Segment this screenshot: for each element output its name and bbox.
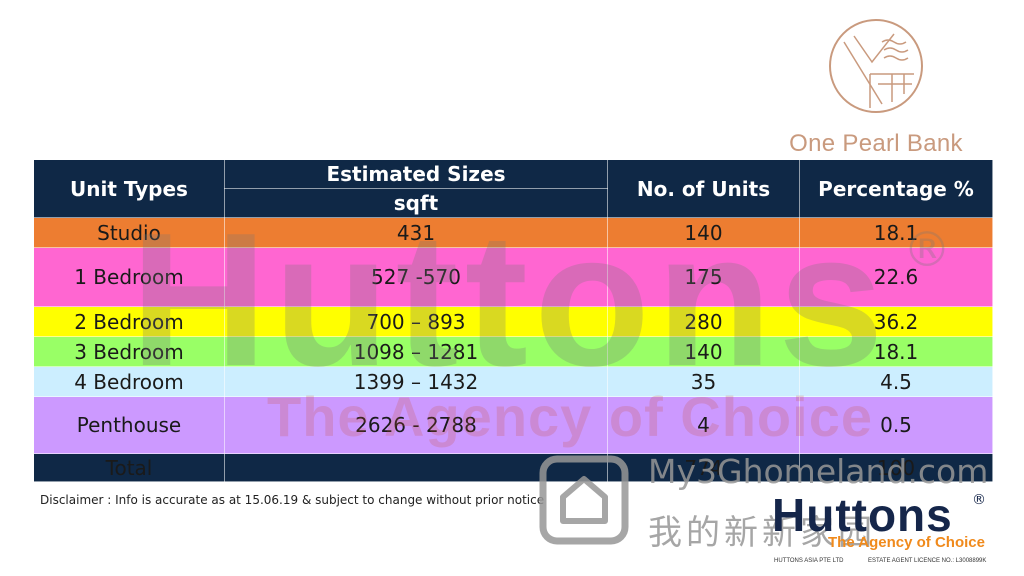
total-row: Total 774 100 bbox=[33, 453, 993, 482]
cell-percentage: 4.5 bbox=[799, 366, 993, 397]
header-no-of-units: No. of Units bbox=[607, 159, 800, 218]
unit-mix-table: Unit Types Estimated Sizes No. of Units … bbox=[33, 159, 993, 482]
cell-percentage: 22.6 bbox=[799, 247, 993, 307]
brand-company: HUTTONS ASIA PTE LTD bbox=[774, 558, 844, 564]
chinese-watermark: 我的新新家园 bbox=[648, 513, 876, 553]
header-unit-types: Unit Types bbox=[33, 159, 225, 218]
table-row: Studio 431 140 18.1 bbox=[33, 217, 993, 248]
table-row: 4 Bedroom 1399 – 1432 35 4.5 bbox=[33, 366, 993, 397]
cell-unit-type: Studio bbox=[33, 217, 225, 248]
cell-units: 4 bbox=[607, 396, 800, 454]
cell-units: 280 bbox=[607, 306, 800, 337]
cell-percentage: 18.1 bbox=[799, 217, 993, 248]
cell-size: 700 – 893 bbox=[224, 306, 608, 337]
total-percentage: 100 bbox=[799, 453, 993, 482]
logo-text: One Pearl Bank bbox=[789, 130, 963, 157]
cell-units: 35 bbox=[607, 366, 800, 397]
cell-unit-type: Penthouse bbox=[33, 396, 225, 454]
table-row: Penthouse 2626 - 2788 4 0.5 bbox=[33, 396, 993, 454]
cell-size: 527 -570 bbox=[224, 247, 608, 307]
cell-percentage: 0.5 bbox=[799, 396, 993, 454]
home-icon bbox=[539, 455, 629, 545]
site-watermark: My3Ghomeland.com bbox=[648, 452, 989, 491]
cell-units: 140 bbox=[607, 336, 800, 367]
cell-units: 140 bbox=[607, 217, 800, 248]
cell-size: 431 bbox=[224, 217, 608, 248]
total-label: Total bbox=[33, 453, 225, 482]
cell-unit-type: 4 Bedroom bbox=[33, 366, 225, 397]
header-estimated-sizes: Estimated Sizes bbox=[224, 159, 608, 189]
table-row: 1 Bedroom 527 -570 175 22.6 bbox=[33, 247, 993, 307]
cell-size: 2626 - 2788 bbox=[224, 396, 608, 454]
cell-percentage: 36.2 bbox=[799, 306, 993, 337]
cell-units: 175 bbox=[607, 247, 800, 307]
one-pearl-bank-logo: One Pearl Bank bbox=[776, 8, 976, 158]
total-units: 774 bbox=[607, 453, 800, 482]
huttons-brand-logo: Huttons ® The Agency of Choice HUTTONS A… bbox=[772, 492, 992, 572]
brand-tagline: The Agency of Choice bbox=[828, 534, 985, 551]
cell-size: 1098 – 1281 bbox=[224, 336, 608, 367]
header-percentage: Percentage % bbox=[799, 159, 993, 218]
cell-size: 1399 – 1432 bbox=[224, 366, 608, 397]
cell-unit-type: 3 Bedroom bbox=[33, 336, 225, 367]
cell-unit-type: 2 Bedroom bbox=[33, 306, 225, 337]
table-row: 3 Bedroom 1098 – 1281 140 18.1 bbox=[33, 336, 993, 367]
brand-licence: ESTATE AGENT LICENCE NO.: L3008899K bbox=[868, 558, 987, 564]
brand-name: Huttons bbox=[772, 489, 953, 541]
cell-unit-type: 1 Bedroom bbox=[33, 247, 225, 307]
pearl-bank-emblem-icon bbox=[829, 19, 923, 113]
cell-percentage: 18.1 bbox=[799, 336, 993, 367]
table-row: 2 Bedroom 700 – 893 280 36.2 bbox=[33, 306, 993, 337]
brand-registered-mark: ® bbox=[972, 492, 986, 508]
header-sqft: sqft bbox=[224, 188, 608, 218]
disclaimer: Disclaimer : Info is accurate as at 15.0… bbox=[40, 493, 545, 507]
